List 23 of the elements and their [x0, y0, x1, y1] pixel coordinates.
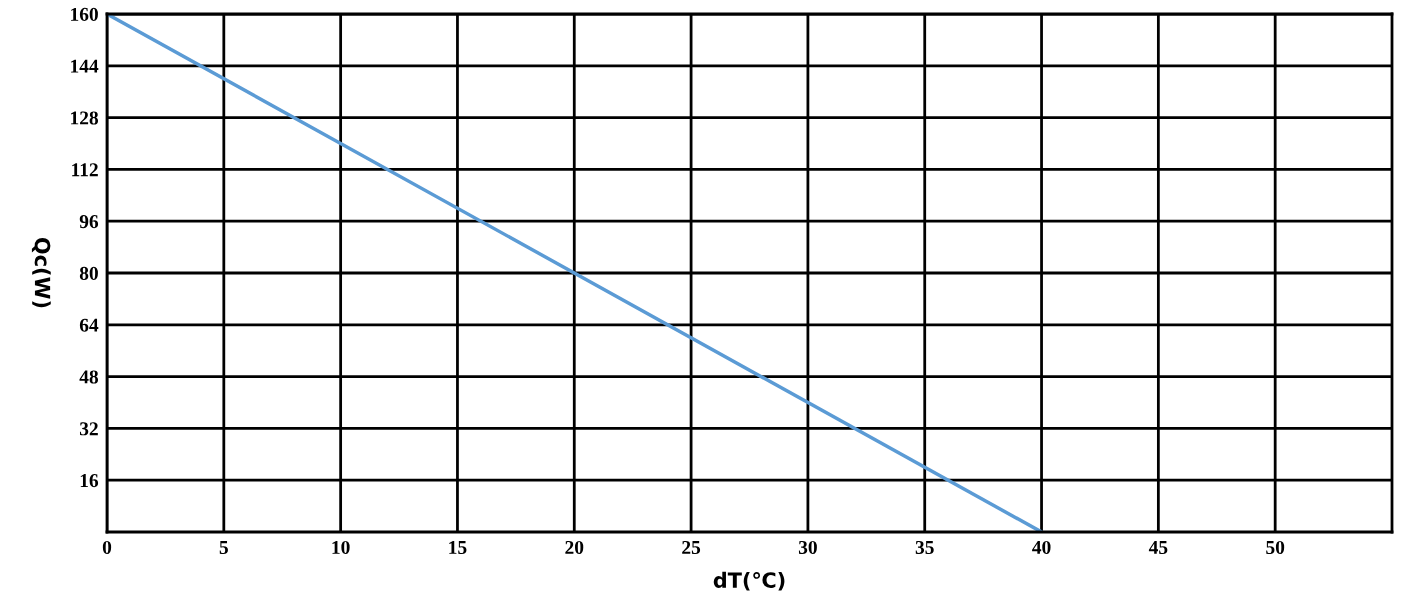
x-tick-label: 45	[1148, 541, 1168, 555]
x-tick-label: 10	[332, 540, 350, 555]
x-axis-title: dT(℃)	[713, 571, 785, 591]
x-tick-label: 20	[565, 540, 584, 555]
x-tick-label: 0	[102, 540, 112, 555]
x-tick-label: 50	[1266, 540, 1285, 555]
y-tick-label: 80	[79, 266, 98, 280]
y-axis-title: Qc(W)	[31, 238, 51, 308]
y-tick-label: 128	[71, 111, 99, 125]
x-tick-label: 35	[915, 540, 934, 555]
y-tick-label: 112	[72, 163, 98, 177]
y-tick-label: 160	[71, 7, 98, 21]
y-tick-label: 48	[79, 370, 99, 384]
x-tick-label: 25	[682, 540, 701, 555]
y-tick-label: 144	[71, 59, 99, 73]
y-tick-label: 32	[79, 422, 98, 436]
x-tick-label: 30	[798, 540, 817, 555]
x-tick-label: 5	[219, 541, 228, 555]
x-tick-label: 15	[449, 540, 467, 555]
x-tick-label: 40	[1032, 540, 1051, 555]
y-tick-label: 64	[79, 318, 99, 332]
y-tick-label: 96	[79, 215, 99, 229]
y-tick-label: 16	[80, 474, 99, 488]
